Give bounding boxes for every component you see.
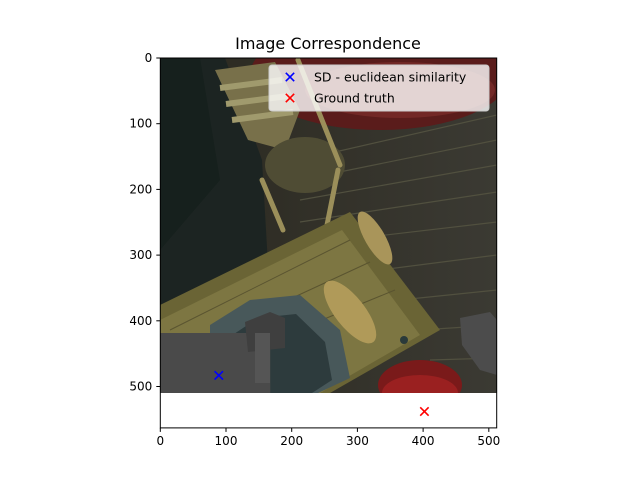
legend-marker-0 (285, 72, 295, 82)
x-tick-label: 200 (280, 434, 303, 448)
y-axis-ticks: 0 100 200 300 400 500 (129, 51, 161, 394)
x-tick-label: 0 (156, 434, 164, 448)
scatter-markers (214, 370, 430, 417)
legend: SD - euclidean similarity Ground truth (268, 64, 490, 112)
scatter-point-series-1 (419, 406, 430, 417)
y-tick-label: 300 (129, 248, 152, 262)
legend-marker-1 (285, 93, 295, 103)
x-tick-label: 400 (412, 434, 435, 448)
x-axis-ticks: 0 100 200 300 400 500 (156, 427, 500, 448)
axes-frame (159, 57, 498, 429)
legend-box (268, 64, 490, 112)
y-tick-label: 0 (145, 51, 153, 65)
y-tick-label: 100 (129, 117, 152, 131)
scatter-point-series-0 (214, 370, 224, 381)
x-tick-label: 100 (215, 434, 238, 448)
y-tick-label: 500 (129, 380, 152, 394)
legend-label: SD - euclidean similarity (314, 70, 467, 85)
legend-label: Ground truth (314, 91, 395, 106)
x-tick-label: 300 (346, 434, 369, 448)
chart-title: Image Correspondence (235, 34, 421, 53)
x-tick-label: 500 (477, 434, 500, 448)
y-tick-label: 200 (129, 182, 152, 196)
y-tick-label: 400 (129, 314, 152, 328)
